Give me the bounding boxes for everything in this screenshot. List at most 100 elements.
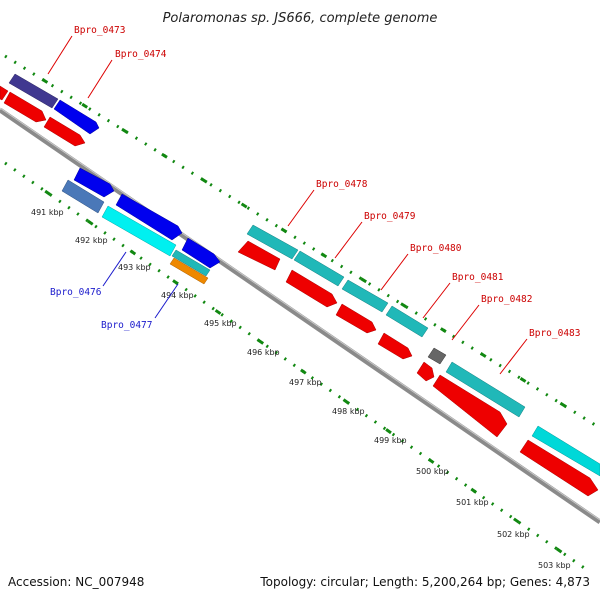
gene-label[interactable]: Bpro_0476: [50, 287, 102, 298]
feature-red-4[interactable]: [237, 240, 281, 271]
tick-mark: [44, 189, 51, 196]
top-leader-lines: [47, 35, 528, 375]
tick-label: 502 kbp: [497, 530, 530, 539]
leader-line: [87, 59, 113, 99]
leader-line: [451, 304, 480, 341]
tick-mark: [519, 377, 527, 383]
tick-label: 500 kbp: [416, 467, 449, 476]
feature-bpro-0479[interactable]: [293, 250, 345, 287]
feature-bpro-0482[interactable]: [427, 347, 447, 365]
tick-mark: [320, 252, 328, 259]
feature-bpro-0478[interactable]: [246, 224, 299, 260]
tick-mark: [280, 227, 288, 234]
tick-labels: 491 kbp 492 kbp 493 kbp 494 kbp 495 kbp …: [31, 208, 571, 570]
tick-mark: [479, 352, 487, 358]
inner-dot-line: [4, 161, 591, 574]
tick-mark: [161, 152, 168, 159]
feature-red-6[interactable]: [335, 303, 377, 334]
feature-teal-small[interactable]: [171, 249, 211, 277]
map-title: Polaromonas sp. JS666, complete genome: [163, 11, 438, 26]
tick-mark: [214, 309, 222, 315]
genome-backbone: [0, 107, 600, 525]
feature-red-10[interactable]: [519, 439, 599, 497]
feature-bpro-0480[interactable]: [341, 279, 389, 313]
tick-mark: [257, 338, 265, 345]
tick-mark: [360, 277, 367, 284]
gene-label[interactable]: Bpro_0481: [452, 272, 504, 283]
bottom-leader-lines: [102, 251, 179, 319]
leader-line: [47, 35, 73, 75]
feature-bpro-0481[interactable]: [385, 305, 429, 338]
tick-mark: [200, 177, 208, 184]
tick-label: 498 kbp: [332, 407, 365, 416]
feature-blue-small[interactable]: [73, 167, 115, 198]
tick-label: 501 kbp: [456, 498, 489, 507]
tick-mark: [385, 428, 392, 435]
feature-red-2[interactable]: [3, 91, 47, 123]
feature-red-left[interactable]: [0, 85, 9, 101]
feature-bpro-0483[interactable]: [445, 361, 526, 418]
tick-mark: [172, 279, 179, 286]
forward-strand-features: [8, 73, 600, 477]
tick-mark: [41, 78, 49, 84]
leader-line: [422, 282, 451, 319]
leader-line: [287, 189, 315, 227]
tick-mark: [129, 249, 137, 256]
leader-line: [334, 221, 363, 259]
genome-summary-text: Topology: circular; Length: 5,200,264 bp…: [259, 575, 590, 589]
feature-red-7[interactable]: [377, 332, 413, 360]
tick-label: 496 kbp: [247, 348, 280, 357]
tick-mark: [81, 102, 89, 109]
tick-label: 492 kbp: [75, 236, 108, 245]
leader-line: [380, 253, 409, 291]
leader-line: [499, 338, 528, 375]
tick-mark: [300, 368, 307, 375]
gene-label[interactable]: Bpro_0479: [364, 211, 416, 222]
feature-blue-mid[interactable]: [115, 193, 183, 241]
tick-mark: [121, 127, 128, 134]
tick-mark: [470, 487, 478, 494]
tick-mark: [240, 202, 248, 209]
gene-label[interactable]: Bpro_0477: [101, 320, 152, 331]
outer-tick-ring: [4, 54, 600, 430]
feature-cyan-edge[interactable]: [531, 425, 600, 477]
feature-steel-blue[interactable]: [61, 179, 105, 214]
tick-mark: [342, 398, 350, 405]
reverse-strand-features: [0, 85, 599, 497]
feature-red-5[interactable]: [285, 269, 338, 308]
gene-label[interactable]: Bpro_0473: [74, 25, 125, 36]
tick-mark: [427, 457, 435, 464]
tick-mark: [555, 547, 563, 554]
feature-orange-bpro-0477[interactable]: [169, 257, 209, 285]
top-gene-labels: Bpro_0473 Bpro_0474 Bpro_0478 Bpro_0479 …: [74, 25, 580, 339]
tick-mark: [400, 302, 407, 309]
feature-cyan-bpro-0476[interactable]: [101, 205, 177, 257]
tick-label: 494 kbp: [161, 291, 194, 300]
tick-label: 499 kbp: [374, 436, 407, 445]
gene-label[interactable]: Bpro_0480: [410, 243, 462, 254]
feature-red-9[interactable]: [432, 374, 508, 438]
genome-backbone-highlight: [0, 107, 600, 521]
inner-tick-ring: [4, 161, 591, 574]
tick-mark: [513, 517, 520, 524]
feature-bpro-0473[interactable]: [8, 73, 59, 109]
feature-blue-right[interactable]: [181, 237, 221, 269]
gene-label[interactable]: Bpro_0483: [529, 328, 580, 339]
inner-strand-features: [61, 167, 221, 285]
feature-red-8[interactable]: [416, 361, 435, 382]
gene-label[interactable]: Bpro_0482: [481, 294, 532, 305]
gene-label[interactable]: Bpro_0474: [115, 49, 167, 60]
bottom-gene-labels: Bpro_0476 Bpro_0477: [50, 287, 152, 331]
leader-line: [154, 283, 179, 319]
tick-label: 495 kbp: [204, 319, 237, 328]
accession-text: Accession: NC_007948: [8, 575, 144, 589]
tick-label: 493 kbp: [118, 263, 151, 272]
tick-mark: [559, 401, 567, 408]
leader-line: [102, 251, 127, 287]
feature-red-3[interactable]: [43, 116, 86, 147]
tick-label: 497 kbp: [289, 378, 322, 387]
gene-label[interactable]: Bpro_0478: [316, 179, 368, 190]
feature-bpro-0474[interactable]: [53, 99, 100, 135]
tick-label: 491 kbp: [31, 208, 64, 217]
